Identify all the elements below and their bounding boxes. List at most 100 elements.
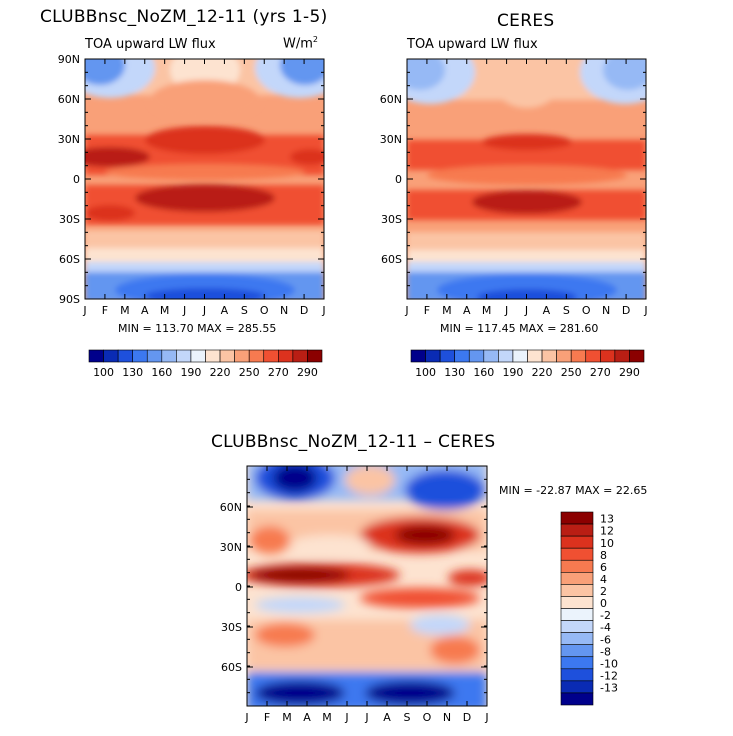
colorbar-cell [498,349,514,363]
x-tick-label: D [622,304,630,317]
x-tick-label: J [244,711,248,724]
colorbar-cell [248,349,265,363]
colorbar-cell [439,349,455,363]
y-tick-label: 90S [59,293,80,306]
x-tick-label: J [643,304,647,317]
y-tick-label: 60N [220,501,242,514]
colorbar-cell [560,559,594,573]
colorbar-cell [292,349,308,363]
colorbar-label: 250 [561,366,582,379]
units-exponent: 2 [312,35,318,44]
colorbar-label: 13 [600,513,614,526]
x-tick-label: M [442,304,452,317]
y-tick-label: 30N [58,133,80,146]
x-tick-label: J [524,304,528,317]
colorbar-label: 0 [600,597,607,610]
x-tick-label: J [202,304,206,317]
colorbar-cell [132,349,148,363]
colorbar-label: 2 [600,585,607,598]
y-tick-label: 0 [395,173,402,186]
y-tick-label: 90N [58,53,80,66]
colorbar-cell [176,349,192,363]
x-tick-label: A [383,711,391,724]
colorbar-label: 100 [415,366,436,379]
colorbar-label: 130 [444,366,465,379]
x-tick-label: J [504,304,508,317]
x-tick-label: O [582,304,591,317]
colorbar-label: 160 [473,366,494,379]
colorbar-cell [103,349,119,363]
left-units: W/m2 [283,35,318,51]
x-tick-label: O [423,711,432,724]
x-tick-label: J [364,711,368,724]
colorbar-cell [560,680,594,694]
y-tick-label: 60N [380,93,402,106]
units-text: W/m [283,36,313,52]
colorbar-cell [88,349,104,363]
colorbar-cell [570,349,587,363]
x-tick-label: J [484,711,488,724]
colorbar-cell [556,349,572,363]
colorbar-cell [600,349,616,363]
x-tick-label: S [404,711,411,724]
x-tick-label: J [404,304,408,317]
x-tick-label: N [280,304,288,317]
x-tick-label: S [563,304,570,317]
x-tick-label: A [221,304,229,317]
colorbar-label: 4 [600,573,607,586]
x-tick-label: J [82,304,86,317]
left-title: CLUBBnsc_NoZM_12-11 (yrs 1-5) [40,7,328,27]
right-subtitle: TOA upward LW flux [407,37,538,52]
colorbar-cell [205,349,221,363]
colorbar-cell [234,349,250,363]
x-tick-label: M [482,304,492,317]
colorbar-cell [629,349,645,363]
x-tick-label: F [424,304,430,317]
colorbar-cell [454,349,470,363]
colorbar-cell [560,523,594,537]
x-tick-label: M [322,711,332,724]
y-tick-label: 60S [381,253,402,266]
colorbar-cell [560,620,594,633]
x-tick-label: F [102,304,108,317]
colorbar-cell [468,349,485,363]
y-tick-label: 0 [73,173,80,186]
x-tick-label: M [160,304,170,317]
y-tick-label: 60S [221,661,242,674]
colorbar-label: -10 [600,657,618,670]
colorbar-label: 270 [590,366,611,379]
colorbars: 100 130 160 190 220 250 270 290 100 130 160 190 220 2… [88,349,645,706]
colorbar-label: 190 [180,366,201,379]
x-tick-label: M [120,304,130,317]
colorbar-cell [307,349,323,363]
colorbar-label: -13 [600,682,618,695]
y-tick-label: 60S [59,253,80,266]
x-tick-label: D [463,711,471,724]
colorbar-cell [560,511,594,525]
colorbar-cell [560,547,594,561]
x-tick-label: J [321,304,325,317]
y-tick-label: 60N [58,93,80,106]
diff-heatmap [247,466,487,706]
x-tick-label: A [543,304,551,317]
colorbar-cell [278,349,294,363]
left-stats: MIN = 113.70 MAX = 285.55 [118,322,277,335]
colorbar-cell [425,349,441,363]
colorbar-label: 290 [619,366,640,379]
colorbar-cell [512,349,528,363]
y-tick-label: 30N [220,541,242,554]
colorbar-cell [560,656,594,670]
colorbar-label: 10 [600,537,614,550]
diff-stats: MIN = -22.87 MAX = 22.65 [499,484,648,497]
colorbar-cell [560,632,594,645]
x-tick-label: A [141,304,149,317]
x-tick-label: F [264,711,270,724]
colorbar-label: 8 [600,549,607,562]
left-subtitle: TOA upward LW flux [85,37,216,52]
colorbar-cell [219,349,235,363]
diff-title: CLUBBnsc_NoZM_12-11 – CERES [211,432,496,452]
x-tick-label: A [463,304,471,317]
x-tick-label: S [241,304,248,317]
x-tick-label: A [303,711,311,724]
